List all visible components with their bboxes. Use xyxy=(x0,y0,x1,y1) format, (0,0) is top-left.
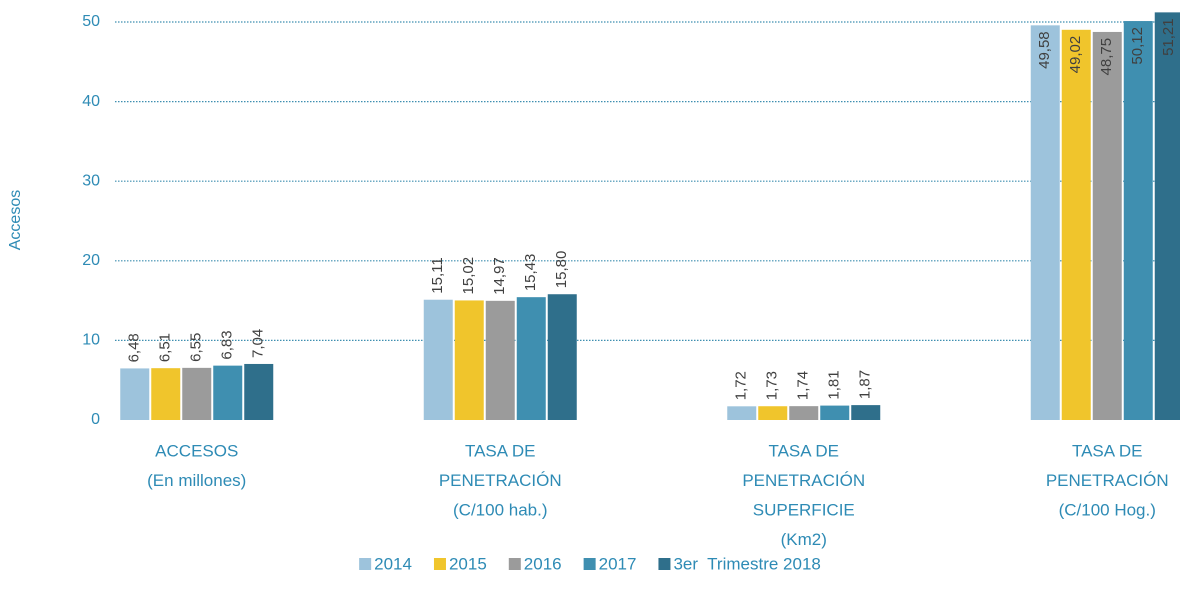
bar xyxy=(213,365,243,420)
x-tick-label: (En millones) xyxy=(147,471,246,490)
x-tick-label: PENETRACIÓN xyxy=(439,471,562,490)
bar xyxy=(547,294,577,420)
bar xyxy=(1123,21,1153,420)
bar xyxy=(1154,12,1180,420)
bar xyxy=(851,405,881,420)
bar xyxy=(120,368,150,420)
value-label: 15,02 xyxy=(460,257,477,295)
x-tick-label: (Km2) xyxy=(781,530,827,549)
legend-label: 3er Trimestre 2018 xyxy=(673,554,820,573)
value-label: 48,75 xyxy=(1098,38,1115,76)
legend-swatch xyxy=(359,558,372,570)
value-label: 1,81 xyxy=(826,370,843,399)
y-tick-label: 30 xyxy=(82,172,100,189)
value-label: 1,87 xyxy=(857,370,874,399)
y-axis-label: Accesos xyxy=(7,190,24,250)
x-tick-label: (C/100 hab.) xyxy=(453,500,548,519)
x-tick-label: ACCESOS xyxy=(155,441,238,460)
value-label: 14,97 xyxy=(491,257,508,295)
x-tick-label: TASA DE xyxy=(768,441,839,460)
x-tick-label: SUPERFICIE xyxy=(753,500,855,519)
bar xyxy=(758,406,788,420)
x-tick-label: PENETRACIÓN xyxy=(742,471,865,490)
legend-swatch xyxy=(658,558,671,570)
value-label: 6,83 xyxy=(219,330,236,359)
value-label: 15,43 xyxy=(522,254,539,292)
bar xyxy=(1030,25,1060,420)
value-label: 6,51 xyxy=(157,333,174,362)
bar xyxy=(727,406,757,420)
legend-swatch xyxy=(433,558,446,570)
y-tick-label: 10 xyxy=(82,332,100,349)
legend-label: 2015 xyxy=(449,554,487,573)
legend-swatch xyxy=(583,558,596,570)
bar xyxy=(1092,31,1122,420)
legend-label: 2014 xyxy=(374,554,412,573)
bar xyxy=(485,300,515,420)
legend-swatch xyxy=(508,558,521,570)
legend-label: 2016 xyxy=(524,554,562,573)
bar xyxy=(244,363,274,420)
y-tick-label: 20 xyxy=(82,252,100,269)
bar xyxy=(423,299,453,420)
value-label: 1,72 xyxy=(733,371,750,400)
value-label: 51,21 xyxy=(1160,18,1177,56)
bar xyxy=(1061,29,1091,420)
y-tick-label: 40 xyxy=(82,93,100,110)
value-label: 1,73 xyxy=(764,371,781,400)
value-label: 7,04 xyxy=(250,329,267,358)
bar xyxy=(789,406,819,420)
y-tick-label: 50 xyxy=(82,13,100,30)
bar xyxy=(820,405,850,420)
value-label: 50,12 xyxy=(1129,27,1146,65)
bar xyxy=(454,300,484,420)
x-tick-label: TASA DE xyxy=(465,441,536,460)
x-tick-label: TASA DE xyxy=(1072,441,1143,460)
value-label: 49,58 xyxy=(1036,31,1053,69)
x-tick-label: (C/100 Hog.) xyxy=(1059,500,1156,519)
value-label: 6,55 xyxy=(188,333,205,362)
value-label: 1,74 xyxy=(795,371,812,400)
value-label: 15,11 xyxy=(429,257,446,293)
y-tick-label: 0 xyxy=(91,411,100,428)
value-label: 49,02 xyxy=(1067,36,1084,74)
x-tick-label: PENETRACIÓN xyxy=(1046,471,1169,490)
bar xyxy=(516,297,546,420)
bar xyxy=(182,367,212,420)
value-label: 6,48 xyxy=(126,333,143,362)
bar xyxy=(151,368,181,420)
value-label: 15,80 xyxy=(553,251,570,289)
legend-label: 2017 xyxy=(599,554,637,573)
